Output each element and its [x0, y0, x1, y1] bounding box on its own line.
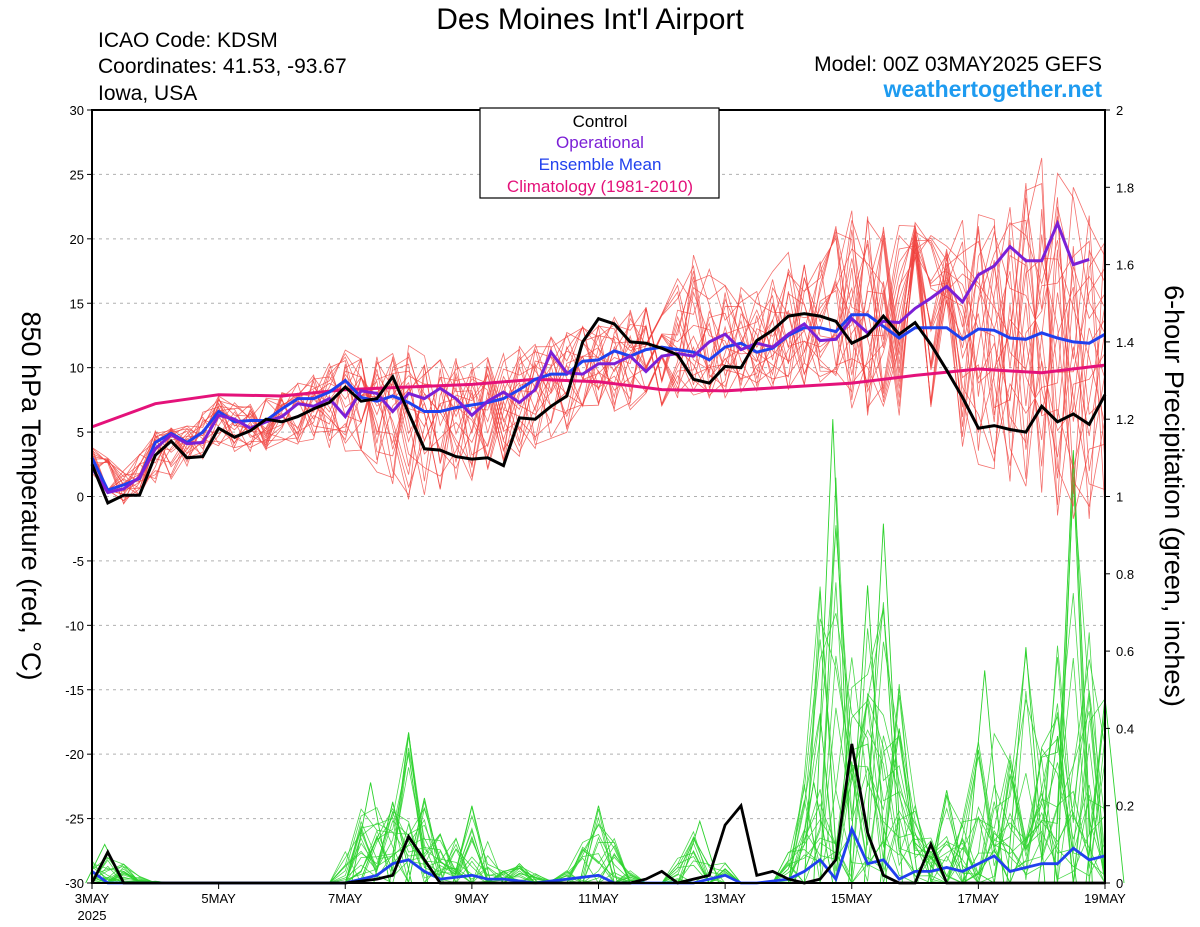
precip-member-spike — [579, 805, 618, 884]
y-left-tick: 10 — [70, 361, 84, 376]
legend-ensemble-mean: Ensemble Mean — [539, 155, 662, 174]
legend-climatology: Climatology (1981-2010) — [507, 177, 693, 196]
temp-member-line — [91, 229, 1106, 519]
y-right-tick: 1.4 — [1116, 335, 1134, 350]
precip-member-line — [91, 652, 1106, 885]
precip-member-spike — [965, 670, 1005, 884]
x-tick: 19MAY — [1084, 891, 1126, 906]
y-left-tick: -10 — [65, 618, 84, 633]
precip-member-spike — [1006, 647, 1046, 884]
y-left-tick: -15 — [65, 683, 84, 698]
precip-member-spike — [1038, 736, 1077, 884]
x-tick: 7MAY — [328, 891, 363, 906]
x-tick: 9MAY — [455, 891, 490, 906]
precip-member-spike — [452, 805, 492, 884]
precip-member-spike — [813, 419, 853, 884]
temp-member-lines — [91, 157, 1106, 519]
precip-member-spike — [351, 782, 391, 884]
precip-member-spike — [863, 523, 903, 884]
y-right-tick: 0.8 — [1116, 567, 1134, 582]
series-lines — [90, 219, 1107, 885]
temp-member-line — [91, 221, 1106, 492]
y-right-tick: 0.4 — [1116, 721, 1134, 736]
y-left-tick: -30 — [65, 876, 84, 891]
precip-member-line — [91, 591, 1106, 884]
precip-member-spike — [794, 782, 834, 884]
y-left-tick: 5 — [77, 425, 84, 440]
y-left-tick: -25 — [65, 812, 84, 827]
y-right-tick: 1 — [1116, 490, 1123, 505]
legend-box — [479, 107, 720, 199]
x-tick: 13MAY — [704, 891, 746, 906]
precip-member-spike — [104, 870, 143, 884]
x-tick: 3MAY — [75, 891, 110, 906]
grid-lines — [92, 109, 1105, 884]
precip-member-spike — [879, 728, 919, 884]
y-right-tick: 0 — [1116, 876, 1123, 891]
precip-member-spike — [389, 732, 429, 884]
precip-member-line — [91, 602, 1106, 885]
precip-member-spike — [500, 863, 539, 884]
y-right-label: 6-hour Precipitation (green, inches) — [1159, 285, 1189, 707]
y-left-tick: 25 — [70, 167, 84, 182]
x-tick: 5MAY — [201, 891, 236, 906]
temp-control-line — [90, 312, 1107, 505]
y-right-tick: 2 — [1116, 103, 1123, 118]
icao-code: ICAO Code: KDSM — [98, 29, 278, 52]
precip-member-spike — [848, 585, 888, 884]
y-left-tick: 20 — [70, 232, 84, 247]
y-right-tick: 1.6 — [1116, 258, 1134, 273]
precip-member-line — [91, 608, 1106, 884]
y-left-tick: 15 — [70, 296, 84, 311]
precip-control-line — [90, 743, 1105, 885]
legend-operational: Operational — [556, 133, 644, 152]
temp-member-line — [91, 239, 1106, 494]
coordinates: Coordinates: 41.53, -93.67 — [98, 55, 347, 78]
climatology-line — [91, 363, 1106, 429]
y-right-tick: 0.6 — [1116, 644, 1134, 659]
precip-member-spike — [373, 801, 413, 884]
location: Iowa, USA — [98, 82, 197, 105]
legend-control: Control — [573, 112, 628, 131]
legend: Control Operational Ensemble Mean Climat… — [479, 107, 720, 199]
temp-ensemble-mean-line — [90, 313, 1106, 492]
x-tick: 11MAY — [578, 891, 619, 906]
y-right-tick: 1.8 — [1116, 180, 1134, 195]
y-left-tick: 0 — [77, 490, 84, 505]
chart-title: Des Moines Int'l Airport — [436, 3, 744, 36]
x-tick-year: 2025 — [78, 908, 107, 923]
axis-ticks: 302520151050-5-10-15-20-25-3021.81.61.41… — [65, 103, 1134, 923]
precip-member-spike — [404, 797, 444, 884]
y-left-label: 850 hPa Temperature (red, °C) — [16, 312, 46, 681]
y-right-tick: 0.2 — [1116, 799, 1134, 814]
precip-member-line — [91, 632, 1106, 884]
precip-member-spike — [1053, 450, 1093, 884]
precip-member-lines — [85, 419, 1125, 885]
x-tick: 15MAY — [831, 891, 873, 906]
x-tick: 17MAY — [958, 891, 1000, 906]
y-left-tick: 30 — [70, 103, 84, 118]
model-run: Model: 00Z 03MAY2025 GEFS — [814, 53, 1102, 76]
y-left-tick: -20 — [65, 747, 84, 762]
brand-link[interactable]: weathertogether.net — [882, 76, 1102, 102]
y-right-tick: 1.2 — [1116, 412, 1134, 427]
y-left-tick: -5 — [72, 554, 84, 569]
